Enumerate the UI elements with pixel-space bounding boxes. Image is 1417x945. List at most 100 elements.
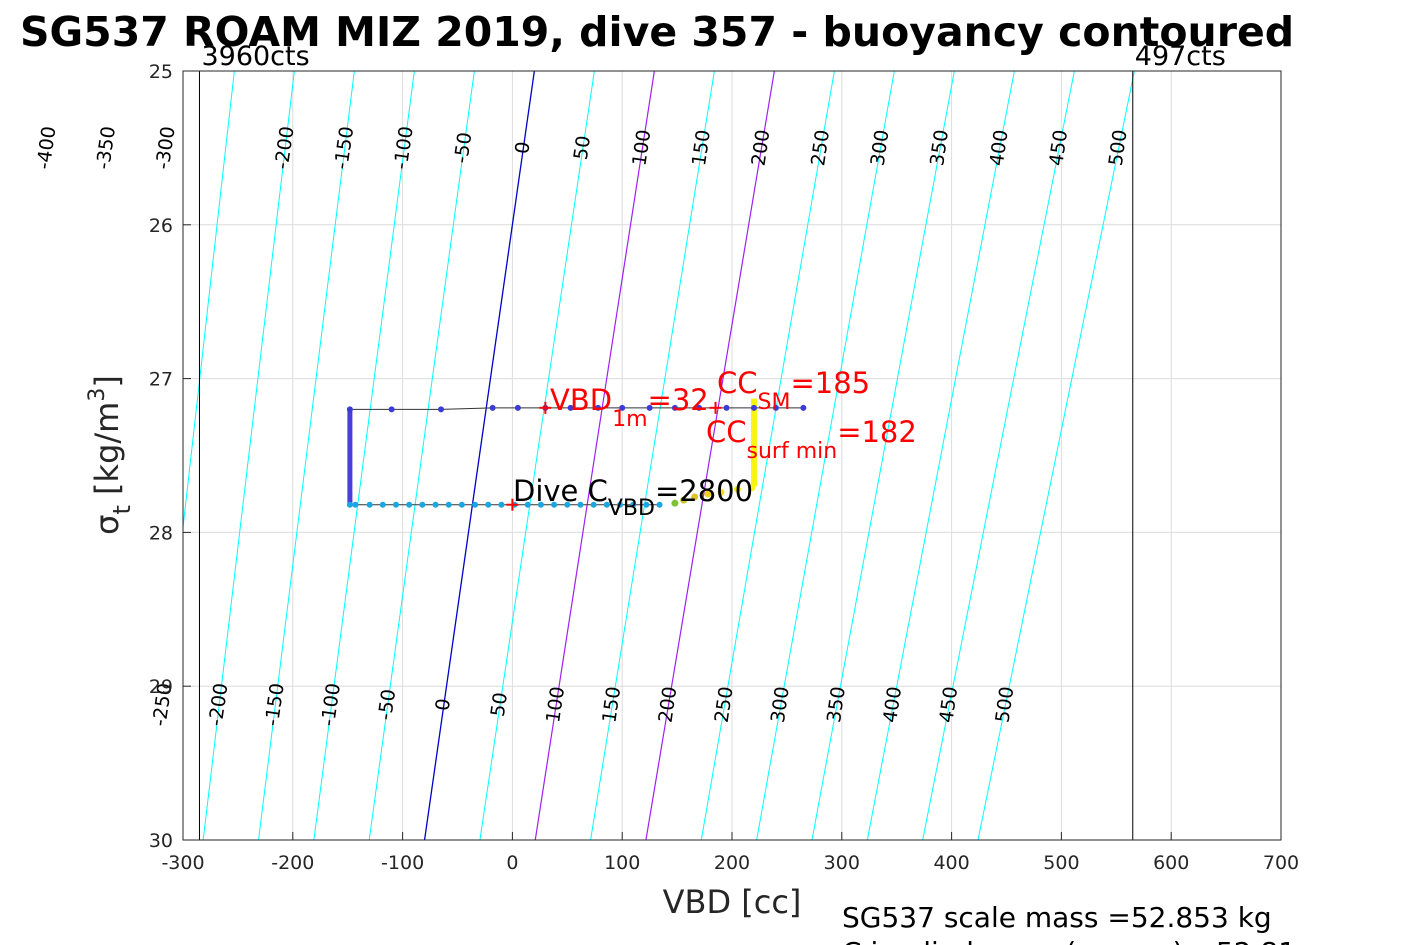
x-tick-label: 0 bbox=[506, 852, 518, 874]
data-point-lower bbox=[537, 501, 544, 508]
data-point-upper bbox=[489, 404, 496, 411]
x-tick-label: -200 bbox=[271, 852, 314, 874]
contour-line bbox=[645, 71, 775, 840]
data-point-lower bbox=[352, 501, 359, 508]
data-point-lower bbox=[656, 501, 663, 508]
vbd-limit-lines: 3960cts 497cts bbox=[198, 41, 1226, 840]
contour-line bbox=[479, 71, 595, 840]
contour-label: 300 bbox=[867, 128, 894, 167]
data-point-upper bbox=[723, 404, 730, 411]
contour-label: 400 bbox=[986, 128, 1013, 167]
data-point-upper bbox=[619, 404, 626, 411]
contour-line bbox=[977, 71, 1135, 840]
data-point-lower bbox=[524, 501, 531, 508]
data-point-tail bbox=[680, 496, 688, 504]
data-point-upper bbox=[750, 404, 757, 411]
contour-label: 300 bbox=[767, 685, 794, 724]
contour-label: 450 bbox=[1045, 128, 1072, 167]
contour-lines bbox=[183, 71, 1135, 840]
contour-line bbox=[202, 71, 295, 840]
contour-label: -50 bbox=[450, 131, 476, 165]
data-point-tail bbox=[717, 488, 725, 496]
contour-label: 250 bbox=[807, 128, 834, 167]
data-point-upper bbox=[438, 406, 445, 413]
contour-label: 500 bbox=[1105, 128, 1132, 167]
contour-line bbox=[313, 71, 415, 840]
annotation-cc-sm: CCSM=185 bbox=[717, 366, 870, 415]
data-point-lower bbox=[472, 501, 479, 508]
data-point-upper bbox=[388, 406, 395, 413]
data-point-lower bbox=[406, 501, 413, 508]
contour-label: 150 bbox=[598, 685, 625, 724]
x-tick-label: 300 bbox=[824, 852, 860, 874]
contour-label: 50 bbox=[570, 134, 595, 161]
data-point-lower bbox=[432, 501, 439, 508]
footer-implied-mass: C implied mass (approx) =52.81 bbox=[842, 936, 1296, 945]
data-point-upper bbox=[696, 404, 703, 411]
y-axis-label: σt [kg/m3] bbox=[85, 375, 136, 535]
x-tick-label: 400 bbox=[933, 852, 969, 874]
y-tick-label: 30 bbox=[149, 830, 173, 852]
data-point-upper bbox=[800, 404, 807, 411]
contour-label: -400 bbox=[33, 125, 61, 171]
contour-line bbox=[866, 71, 1015, 840]
y-tick-label: 26 bbox=[149, 215, 173, 237]
data-point-lower bbox=[577, 501, 584, 508]
contour-label: 100 bbox=[628, 128, 655, 167]
contour-line bbox=[756, 71, 895, 840]
vbd-limit-label: 497cts bbox=[1135, 41, 1226, 72]
footer-scale-mass: SG537 scale mass =52.853 kg bbox=[842, 901, 1272, 934]
contour-line bbox=[183, 71, 235, 532]
y-tick-label: 29 bbox=[149, 676, 173, 698]
x-tick-label: -100 bbox=[381, 852, 424, 874]
contour-label: 150 bbox=[688, 128, 715, 167]
contour-line bbox=[423, 71, 536, 840]
contour-line bbox=[700, 71, 835, 840]
x-tick-label: 700 bbox=[1263, 852, 1299, 874]
data-point-lower bbox=[393, 501, 400, 508]
x-tick-label: -300 bbox=[161, 852, 204, 874]
y-tick-label: 28 bbox=[149, 522, 173, 544]
data-point-lower bbox=[617, 501, 624, 508]
x-tick-label: 500 bbox=[1043, 852, 1079, 874]
annotation-cc-surf-min: CCsurf min=182 bbox=[706, 415, 917, 464]
chart-title: SG537 ROAM MIZ 2019, dive 357 - buoyancy… bbox=[20, 8, 1294, 56]
contour-label: -300 bbox=[152, 125, 180, 171]
contour-label: 400 bbox=[879, 685, 906, 724]
data-point-upper bbox=[346, 406, 353, 413]
contour-label: 350 bbox=[823, 685, 850, 724]
contour-label: 50 bbox=[487, 691, 512, 718]
x-tick-label: 600 bbox=[1153, 852, 1189, 874]
data-point-upper bbox=[595, 404, 602, 411]
contour-labels: -400 -350 -300 -200 -150 -100 -50 0 50 100 150 200 2… bbox=[33, 125, 1132, 728]
data-point-lower bbox=[630, 501, 637, 508]
vbd-limit-label: 3960cts bbox=[201, 41, 309, 72]
data-point-lower bbox=[485, 501, 492, 508]
contour-label: 500 bbox=[992, 685, 1019, 724]
data-point-tail bbox=[691, 493, 699, 501]
data-point-upper bbox=[671, 404, 678, 411]
contour-label: 450 bbox=[935, 685, 962, 724]
data-point-lower bbox=[564, 501, 571, 508]
data-point-lower bbox=[346, 501, 353, 508]
y-tick-label: 27 bbox=[149, 369, 173, 391]
data-point-lower bbox=[366, 501, 373, 508]
annotation-dive-c-vbd: Dive CVBD=2800 bbox=[513, 474, 753, 521]
annotation-vbd-1m: VBD1m=32 bbox=[550, 383, 709, 432]
data-point-upper bbox=[514, 404, 521, 411]
contour-label: 0 bbox=[432, 697, 455, 712]
data-point-upper bbox=[646, 404, 653, 411]
data-point-tail bbox=[748, 484, 756, 492]
contour-label: 200 bbox=[748, 128, 775, 167]
contour-label: 250 bbox=[711, 685, 738, 724]
data-point-lower bbox=[603, 501, 610, 508]
data-point-tail bbox=[733, 485, 741, 493]
data-point-lower bbox=[445, 501, 452, 508]
contour-label: 350 bbox=[926, 128, 953, 167]
contour-line bbox=[590, 71, 715, 840]
contour-label: -350 bbox=[92, 125, 120, 171]
axes-ticks: -300 -200 -100 0 100 200 300 400 500 600 700252627… bbox=[149, 61, 1299, 874]
contour-line bbox=[922, 71, 1075, 840]
data-point-lower bbox=[419, 501, 426, 508]
